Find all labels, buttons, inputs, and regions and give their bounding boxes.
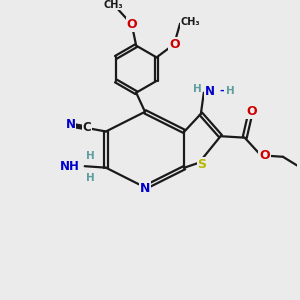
Text: H: H xyxy=(86,152,95,161)
Text: NH: NH xyxy=(59,160,80,173)
Text: O: O xyxy=(259,149,270,162)
Text: H: H xyxy=(193,84,202,94)
Text: N: N xyxy=(66,118,76,131)
Text: H: H xyxy=(226,86,235,96)
Text: S: S xyxy=(198,158,207,171)
Text: CH₃: CH₃ xyxy=(104,0,123,10)
Text: -: - xyxy=(219,86,224,96)
Text: CH₃: CH₃ xyxy=(181,17,200,27)
Text: O: O xyxy=(127,18,137,31)
Text: O: O xyxy=(246,105,257,118)
Text: N: N xyxy=(140,182,150,195)
Text: N: N xyxy=(205,85,215,98)
Text: C: C xyxy=(82,121,91,134)
Text: H: H xyxy=(86,173,95,183)
Text: O: O xyxy=(169,38,179,51)
